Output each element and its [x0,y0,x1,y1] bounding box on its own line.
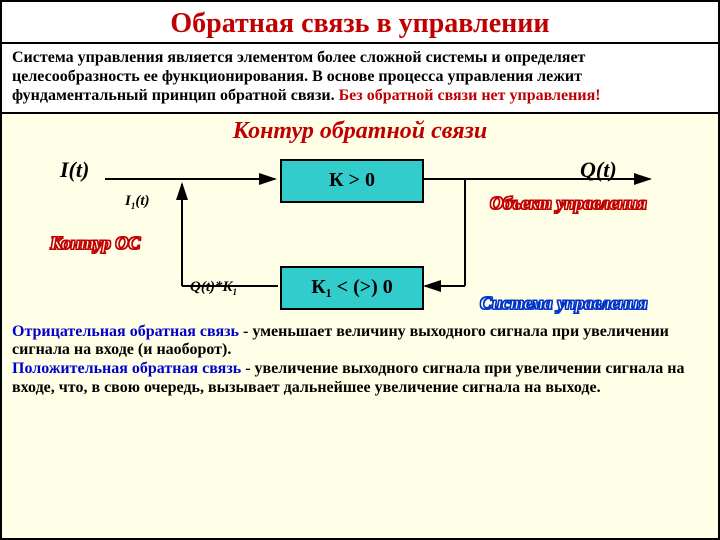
label-input: I(t) [60,157,89,183]
label-qk1: Q(t)*K1 [190,279,237,297]
box-k-negative: К₁ < (>) 0 [280,266,424,310]
neg-feedback-term: Отрицательная обратная связь [12,323,239,340]
label-output: Q(t) [580,157,617,183]
box-k-positive: К > 0 [280,159,424,203]
subtitle: Контур обратной связи [2,114,718,151]
feedback-diagram: I(t) I1(t) К > 0 Q(t) Объект управления … [10,151,710,321]
slide-title: Обратная связь в управлении [2,2,718,44]
label-i1: I1(t) [125,193,150,211]
label-object: Объект управления [490,193,647,214]
pos-feedback-term: Положительная обратная связь [12,360,241,377]
intro-text: Система управления является элементом бо… [2,44,718,114]
label-kontur-os: Контур ОС [50,233,140,254]
bottom-text: Отрицательная обратная связь - уменьшает… [2,321,718,399]
intro-emphasis: Без обратной связи нет управления! [339,87,601,104]
label-system: Система управления [480,293,648,314]
slide: Обратная связь в управлении Система упра… [0,0,720,540]
